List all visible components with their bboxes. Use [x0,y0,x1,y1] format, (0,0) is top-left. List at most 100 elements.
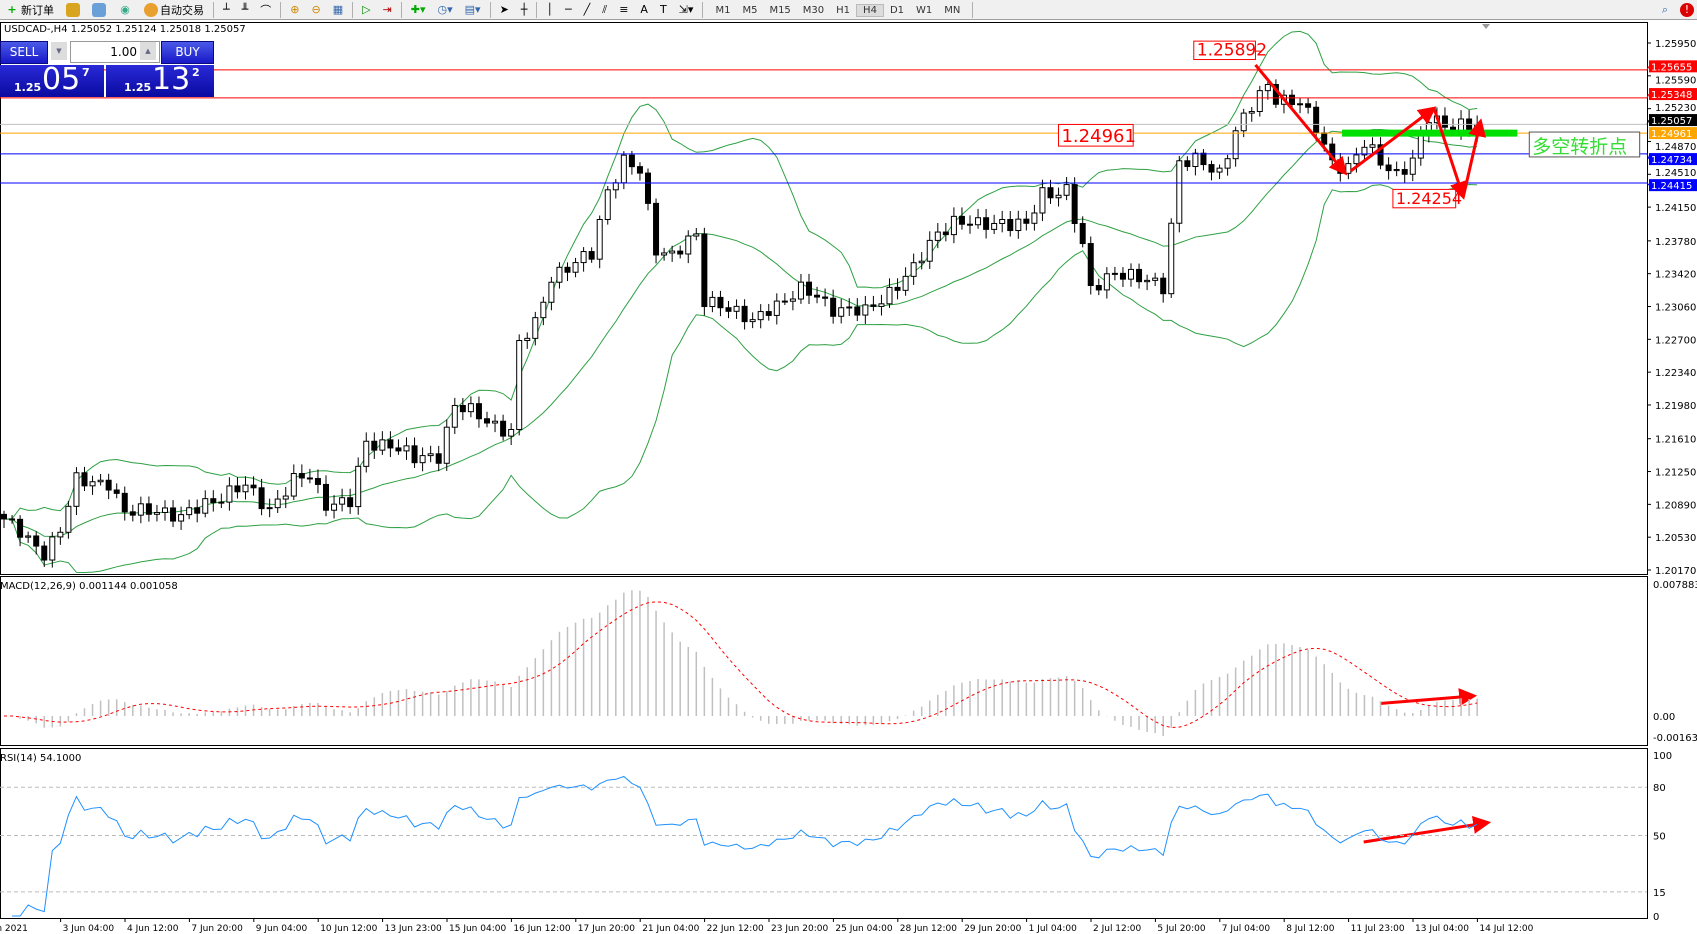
lot-size-input[interactable]: 1.00 [70,41,160,63]
candle [81,472,88,487]
candle [709,296,716,308]
candle [411,445,418,464]
line-chart-button[interactable]: ⌒ [260,3,272,17]
candle [822,296,829,299]
candle-chart-button[interactable]: ╨ [241,3,249,16]
candle [25,535,32,538]
time-label: 17 Jun 20:00 [578,924,635,934]
candle [1361,146,1368,156]
data-window-button[interactable] [89,1,109,19]
trendline-icon[interactable]: ╱ [583,3,591,16]
cursor-icon[interactable]: ➤ [499,3,509,16]
candle [89,481,96,487]
sell-button[interactable]: SELL [0,41,48,64]
bollinger-upper-band [3,30,1478,520]
lot-increase-button[interactable]: ▲ [140,42,156,60]
buy-price[interactable]: 1.25 13 2 [106,62,214,97]
buy-button[interactable]: BUY [161,41,214,64]
vertical-line-icon[interactable]: │ [546,3,554,16]
price-level-tag [1649,179,1697,192]
time-label: 14 Jul 12:00 [1479,924,1533,934]
price-tick-label: 1.23060 [1655,303,1696,314]
macd-tick-label: -0.001638 [1653,733,1697,744]
macd-label: MACD(12,26,9) 0.001144 0.001058 [0,581,178,592]
candle [508,429,515,437]
candle [628,154,635,168]
chart-shift-icon[interactable]: ⇥ [382,3,392,16]
candle [645,172,651,204]
candle [475,403,482,420]
sell-price[interactable]: 1.25 05 7 [0,62,104,97]
candle [443,426,450,464]
candle [314,478,321,485]
timeframe-h4[interactable]: H4 [856,4,884,17]
candle [894,286,901,291]
tile-windows-icon[interactable]: ▦ [332,3,344,16]
new-order-button[interactable]: + 新订单 [2,1,57,19]
search-icon[interactable]: ⌕ [1661,2,1668,16]
timeframe-mn[interactable]: MN [944,5,961,16]
price-level-tag-label: 1.24734 [1651,155,1692,166]
candle [830,297,837,317]
price-tick-label: 1.22700 [1655,335,1696,346]
price-tick-label: 1.24510 [1655,168,1696,179]
periods-icon[interactable]: ◷▾ [437,3,453,16]
chart-canvas[interactable]: 1.259501.256551.255901.253481.252301.250… [0,21,1697,934]
candle [806,281,812,296]
timeframe-w1[interactable]: W1 [916,5,933,16]
price-level-tag [1649,114,1697,127]
candle [323,483,329,511]
rsi-tick-label: 80 [1653,783,1666,794]
timeframe-m30[interactable]: M30 [802,5,825,16]
candle [379,439,386,451]
candle [1297,103,1304,106]
auto-trading-button[interactable]: 自动交易 [141,1,207,19]
crosshair-icon[interactable]: ┼ [520,3,528,16]
text-icon[interactable]: A [640,3,648,16]
indicators-icon[interactable]: ✚▾ [410,3,426,16]
zoom-in-icon[interactable]: ⊕ [290,3,300,16]
timeframe-d1[interactable]: D1 [889,5,904,16]
candle [1039,187,1046,214]
templates-icon[interactable]: ▤▾ [464,3,481,16]
arrows-icon[interactable]: ⇲▾ [678,3,694,16]
timeframe-m5[interactable]: M5 [742,5,758,16]
candle [661,252,668,256]
new-order-icon: + [7,2,17,16]
rsi-line [12,775,1478,917]
signal-icon: ◉ [120,2,130,16]
horizontal-line-icon[interactable]: ─ [565,3,572,16]
candle [484,418,490,424]
candle [620,154,627,184]
signal-button[interactable]: ◉ [115,1,135,19]
timeframe-m15[interactable]: M15 [769,5,791,16]
macd-signal-line [3,601,1478,729]
autoscroll-icon[interactable]: ▷ [362,3,371,16]
timeframe-m1[interactable]: M1 [715,5,731,16]
bar-chart-button[interactable]: ┴ [223,3,230,16]
candle [153,511,160,515]
candle [427,453,434,457]
candle [572,262,579,273]
price-tick-label: 1.24870 [1655,142,1696,153]
candle [1055,194,1062,199]
channel-icon[interactable]: ⫽ [602,2,608,16]
candle [926,239,933,262]
lot-decrease-button[interactable]: ▼ [51,42,67,60]
candle [1103,273,1110,291]
candle [306,477,313,480]
price-level-tag-label: 1.25057 [1651,116,1692,127]
candle [596,218,603,260]
notification-icon[interactable]: ! [1677,1,1697,19]
gold-button[interactable] [63,1,83,19]
timeframe-h1[interactable]: H1 [836,5,851,16]
text-label-icon[interactable]: T [659,3,667,16]
price-level-tag-label: 1.24415 [1651,181,1692,192]
price-tick-label: 1.23780 [1655,237,1696,248]
fibonacci-icon[interactable]: ≡ [619,3,629,16]
candle [1087,243,1094,287]
candle [950,215,957,236]
candle [878,303,885,307]
zoom-out-icon[interactable]: ⊖ [311,3,321,16]
divider [972,1,974,18]
